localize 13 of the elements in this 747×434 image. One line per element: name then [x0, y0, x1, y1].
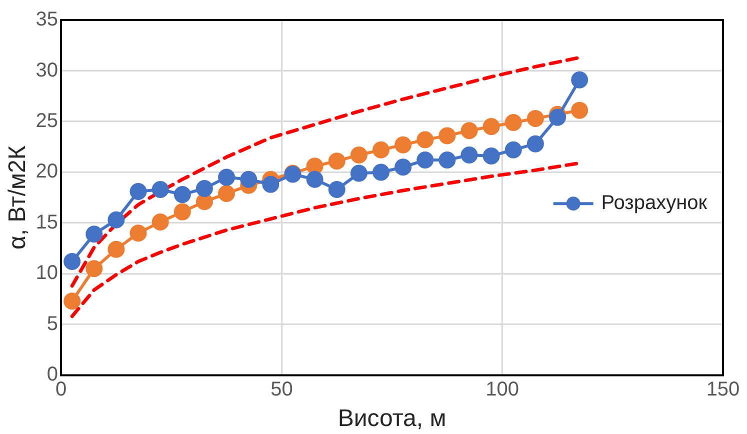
- x-axis-title: Висота, м: [338, 405, 446, 432]
- y-tick-label: 15: [36, 211, 58, 234]
- y-tick-label: 10: [36, 262, 58, 284]
- y-tick-label: 5: [46, 312, 58, 335]
- y-axis-title: α, Вт/м2К: [4, 146, 32, 250]
- y-tick-label: 30: [36, 59, 58, 82]
- y-tick-label: 35: [36, 8, 58, 31]
- y-tick-label: 25: [36, 110, 58, 132]
- x-tick-label: 100: [486, 378, 520, 401]
- legend-label: Розрахунок: [601, 192, 708, 214]
- y-tick-label: 20: [36, 160, 58, 183]
- x-tick-label: 150: [706, 378, 740, 401]
- x-tick-label: 50: [270, 378, 293, 401]
